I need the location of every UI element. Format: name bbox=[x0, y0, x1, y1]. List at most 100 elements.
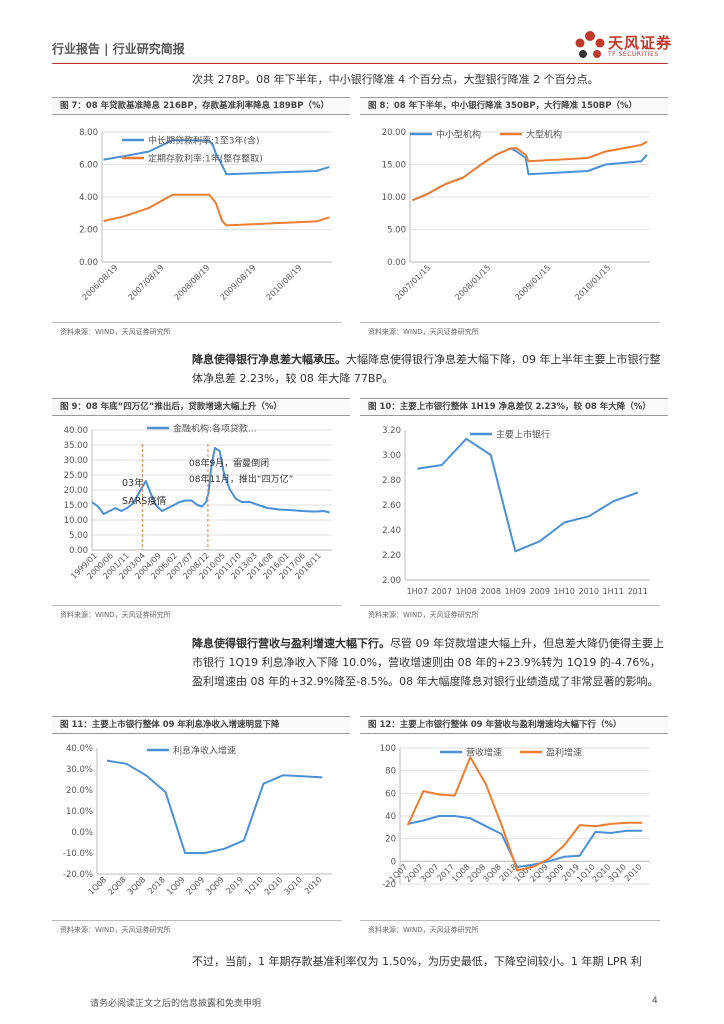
logo-name: 天风证券 bbox=[608, 34, 673, 52]
y-tick-label: 20.00 bbox=[64, 486, 88, 496]
x-tick-label: 1Q10 bbox=[243, 875, 265, 897]
source-divider bbox=[360, 920, 660, 921]
y-tick-label: 2.60 bbox=[382, 501, 401, 511]
paragraph-reserve-cut: 次共 278P。08 年下半年，中小银行降准 4 个百分点，大型银行降准 2 个… bbox=[192, 73, 599, 86]
series-line bbox=[91, 447, 330, 515]
y-tick-label: 20.00 bbox=[382, 128, 406, 138]
logo-english: TF SECURITIES bbox=[608, 51, 659, 58]
x-tick-label: 2010/01/15 bbox=[573, 263, 612, 302]
x-tick-label: 2007/01/15 bbox=[393, 263, 432, 302]
x-tick-label: 1H10 bbox=[554, 587, 575, 596]
x-tick-label: 2008 bbox=[481, 587, 501, 596]
page-number: 4 bbox=[652, 996, 658, 1006]
y-tick-label: 2.00 bbox=[79, 226, 98, 236]
figure-12-chart: -200204060801001Q072Q073Q0720171Q082Q083… bbox=[380, 744, 650, 890]
x-tick-label: 2010 bbox=[303, 875, 324, 896]
source-divider bbox=[360, 605, 660, 606]
figure-12-title: 图 12：主要上市银行整体 09 年营收与盈利增速均大幅下行（%） bbox=[360, 716, 668, 734]
paragraph-net-interest-margin: 降息使得银行净息差大幅承压。大幅降息使得银行净息差大幅下降，09 年上半年主要上… bbox=[192, 350, 668, 388]
series-line bbox=[103, 193, 330, 227]
figure-11-title: 图 11：主要上市银行整体 09 年利息净收入增速明显下降 bbox=[52, 716, 350, 734]
annotation-text: 03年 bbox=[122, 477, 144, 489]
legend-label: 中长期贷款利率:1至3年(含) bbox=[148, 135, 260, 147]
x-tick-label: 2009/08/19 bbox=[219, 263, 258, 302]
y-tick-label: 25.00 bbox=[64, 471, 88, 481]
series-line bbox=[417, 437, 639, 553]
y-tick-label: 5.00 bbox=[69, 531, 88, 541]
y-tick-label: 0.00 bbox=[79, 258, 98, 268]
legend-label: 主要上市银行 bbox=[496, 429, 550, 441]
figure-10-source: 资料来源：WIND，天风证券研究所 bbox=[368, 611, 479, 619]
x-tick-label: 2Q10 bbox=[263, 875, 285, 897]
x-tick-label: 2Q09 bbox=[185, 875, 207, 897]
x-tick-label: 3Q09 bbox=[204, 875, 226, 897]
y-tick-label: 60 bbox=[385, 789, 396, 799]
x-tick-label: 1H11 bbox=[603, 587, 624, 596]
figure-7-source: 资料来源：WIND，天风证券研究所 bbox=[60, 328, 171, 336]
series-line bbox=[106, 759, 323, 854]
x-tick-label: 2011 bbox=[628, 587, 648, 596]
annotation-text: SARS疫情 bbox=[122, 495, 167, 507]
x-tick-label: 2008/08/19 bbox=[173, 263, 212, 302]
paragraph-body: 尽管 09 年贷款增速大幅上升，但息差大降仍使得主要上市银行 1Q19 利息净收… bbox=[192, 637, 664, 688]
x-tick-label: 3Q09 bbox=[544, 862, 566, 884]
y-tick-label: -20 bbox=[382, 880, 396, 890]
figure-10-title: 图 10：主要上市银行整体 1H19 净息差仅 2.23%，较 08 年大降（%… bbox=[360, 398, 668, 416]
y-tick-label: 0.00 bbox=[69, 546, 88, 556]
x-tick-label: 2007 bbox=[432, 587, 452, 596]
y-tick-label: 15.00 bbox=[382, 161, 406, 171]
y-tick-label: 30.00 bbox=[64, 456, 88, 466]
y-tick-label: 15.00 bbox=[64, 501, 88, 511]
source-divider bbox=[52, 322, 342, 323]
figure-9-source: 资料来源：WIND，天风证券研究所 bbox=[60, 611, 171, 619]
y-tick-label: 20 bbox=[385, 835, 396, 845]
legend-label: 定期存款利率:1年(整存整取) bbox=[148, 153, 263, 165]
x-tick-label: 2010 bbox=[579, 587, 599, 596]
x-tick-label: 2Q08 bbox=[106, 875, 128, 897]
figure-7-title: 图 7：08 年贷款基准降息 216BP，存款基准利率降息 189BP（%） bbox=[52, 97, 350, 115]
y-tick-label: 40 bbox=[385, 812, 396, 822]
figure-11-chart: -20.0%-10.0%0.0%10.0%20.0%30.0%40.0%1Q08… bbox=[63, 744, 332, 897]
paragraph-current-rate: 不过，当前，1 年期存款基准利率仅为 1.50%，为历史最低，下降空间较小。1 … bbox=[192, 955, 642, 968]
y-tick-label: 0.00 bbox=[387, 258, 406, 268]
series-line bbox=[103, 139, 330, 176]
legend-label: 中小型机构 bbox=[436, 129, 481, 141]
legend-label: 营收增速 bbox=[466, 747, 502, 759]
source-divider bbox=[52, 605, 342, 606]
x-tick-label: 2010/08/19 bbox=[265, 263, 304, 302]
y-tick-label: 40.00 bbox=[64, 426, 88, 436]
x-tick-label: 1H09 bbox=[505, 587, 526, 596]
y-tick-label: 10.00 bbox=[64, 516, 88, 526]
x-tick-label: 2006/08/19 bbox=[81, 263, 120, 302]
x-tick-label: 3Q10 bbox=[282, 875, 304, 897]
x-tick-label: 3Q08 bbox=[126, 875, 148, 897]
y-tick-label: 30.0% bbox=[66, 765, 93, 775]
source-divider bbox=[360, 322, 660, 323]
legend-label: 利息净收入增速 bbox=[173, 745, 236, 757]
y-tick-label: 4.00 bbox=[79, 193, 98, 203]
y-tick-label: 2.80 bbox=[382, 476, 401, 486]
annotation-text: 08年11月，推出“四万亿” bbox=[189, 473, 293, 485]
x-tick-label: 1H08 bbox=[456, 587, 477, 596]
series-line bbox=[406, 756, 643, 872]
legend-label: 盈利增速 bbox=[546, 747, 582, 759]
paragraph-bold-lead: 降息使得银行营收与盈利增速大幅下行。 bbox=[192, 637, 390, 650]
paragraph-bold-lead: 降息使得银行净息差大幅承压。 bbox=[192, 353, 346, 366]
figure-8-title: 图 8：08 年下半年，中小银行降准 350BP，大行降准 150BP（%） bbox=[360, 97, 668, 115]
y-tick-label: 6.00 bbox=[79, 161, 98, 171]
y-tick-label: -10.0% bbox=[63, 849, 93, 859]
legend-label: 金融机构:各项贷款... bbox=[173, 423, 257, 435]
company-logo bbox=[572, 28, 608, 62]
y-tick-label: 0 bbox=[391, 857, 396, 867]
x-tick-label: 2009 bbox=[530, 587, 550, 596]
x-tick-label: 2009/01/15 bbox=[513, 263, 552, 302]
y-tick-label: 2.40 bbox=[382, 526, 401, 536]
x-tick-label: 3Q07 bbox=[419, 862, 441, 884]
source-divider bbox=[52, 920, 342, 921]
y-tick-label: 2.00 bbox=[382, 576, 401, 586]
figure-9-chart: 0.00 5.00 10.00 15.00 20.00 25.00 30.00 35.00 40… bbox=[64, 423, 332, 581]
figure-11-source: 资料来源：WIND，天风证券研究所 bbox=[60, 926, 171, 934]
y-tick-label: 5.00 bbox=[387, 226, 406, 236]
y-tick-label: 80 bbox=[385, 767, 396, 777]
figure-8-chart: 0.00 5.00 10.00 15.00 20.00 2007/01/15 2008/01… bbox=[382, 128, 650, 302]
